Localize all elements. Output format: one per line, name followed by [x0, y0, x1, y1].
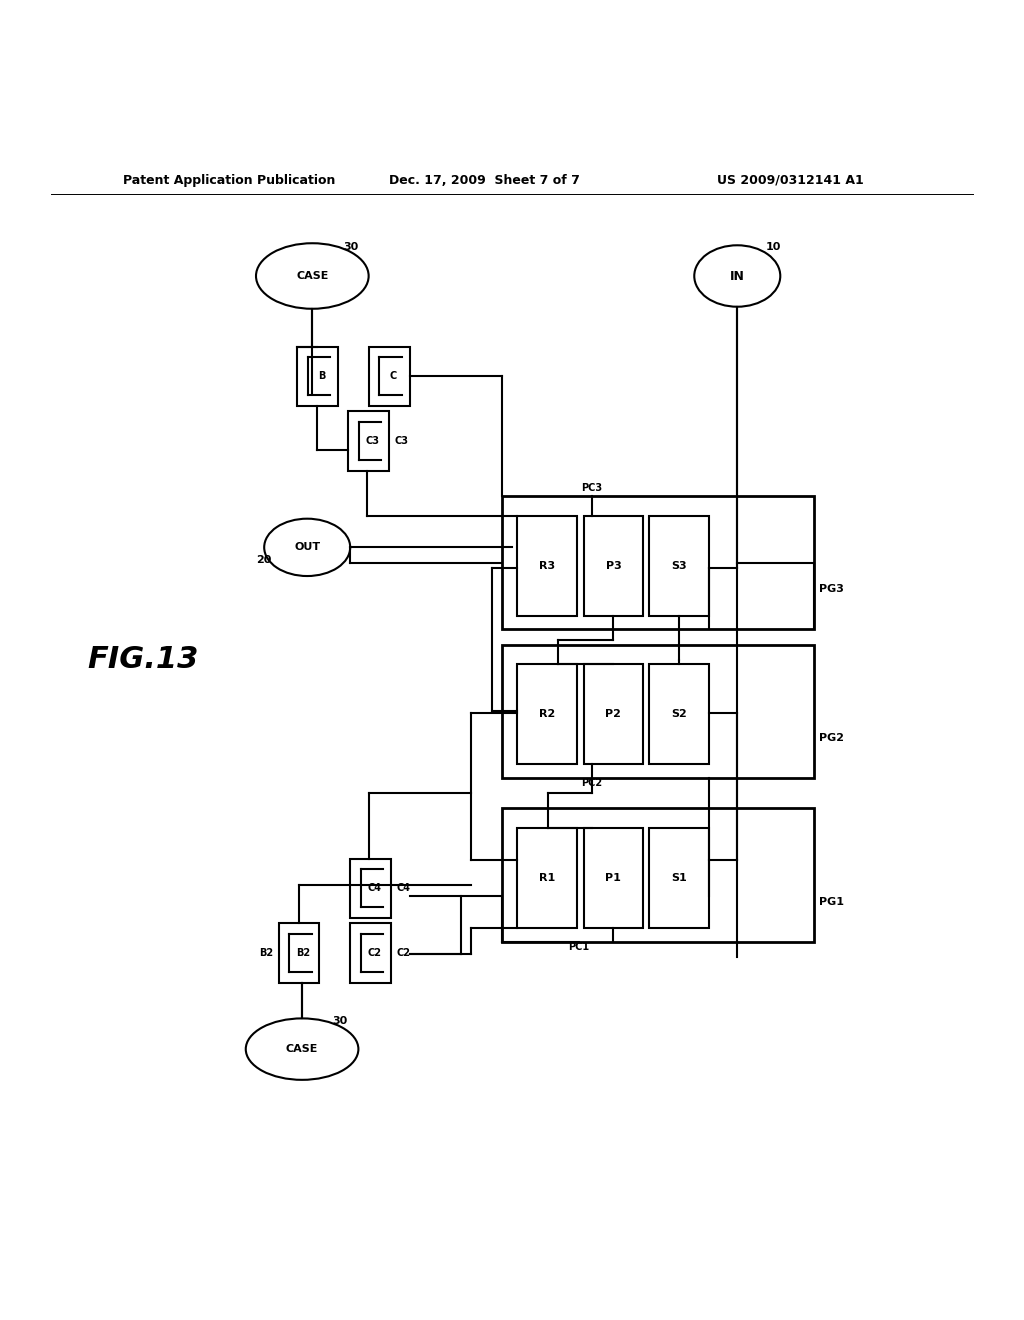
Text: PC3: PC3 — [582, 483, 602, 494]
Text: S1: S1 — [671, 873, 687, 883]
Bar — [369, 347, 410, 407]
Text: 30: 30 — [333, 1015, 348, 1026]
Text: P2: P2 — [605, 709, 622, 719]
Text: 10: 10 — [766, 243, 781, 252]
Text: PC2: PC2 — [582, 777, 602, 788]
Bar — [350, 923, 391, 982]
Bar — [502, 808, 814, 941]
Text: US 2009/0312141 A1: US 2009/0312141 A1 — [717, 174, 863, 186]
Text: C4: C4 — [368, 883, 382, 894]
Text: C4: C4 — [396, 883, 411, 894]
Text: B2: B2 — [259, 948, 273, 958]
Text: S3: S3 — [671, 561, 687, 570]
Text: PC1: PC1 — [568, 941, 589, 952]
Text: PG2: PG2 — [819, 733, 844, 743]
Text: B2: B2 — [296, 948, 310, 958]
Text: R3: R3 — [539, 561, 555, 570]
Text: C2: C2 — [396, 948, 411, 958]
Bar — [348, 411, 389, 470]
Bar — [350, 858, 391, 917]
Text: C3: C3 — [394, 436, 409, 446]
Text: C2: C2 — [368, 948, 382, 958]
Text: S2: S2 — [671, 709, 687, 719]
Text: P3: P3 — [605, 561, 622, 570]
Text: CASE: CASE — [286, 1044, 318, 1055]
Text: R2: R2 — [539, 709, 555, 719]
Bar — [502, 496, 814, 630]
Text: P1: P1 — [605, 873, 622, 883]
Text: 30: 30 — [343, 243, 358, 252]
Text: OUT: OUT — [294, 543, 321, 552]
Bar — [279, 923, 319, 982]
Text: Patent Application Publication: Patent Application Publication — [123, 174, 335, 186]
Text: IN: IN — [730, 269, 744, 282]
Text: Dec. 17, 2009  Sheet 7 of 7: Dec. 17, 2009 Sheet 7 of 7 — [389, 174, 580, 186]
Text: CASE: CASE — [296, 271, 329, 281]
Text: PG3: PG3 — [819, 585, 844, 594]
Text: 20: 20 — [256, 554, 271, 565]
Bar — [502, 644, 814, 777]
Text: PG1: PG1 — [819, 896, 844, 907]
Text: C: C — [389, 371, 397, 381]
Text: C3: C3 — [366, 436, 380, 446]
Bar — [297, 347, 338, 407]
Text: R1: R1 — [539, 873, 555, 883]
Text: FIG.13: FIG.13 — [88, 645, 199, 675]
Text: B: B — [317, 371, 326, 381]
